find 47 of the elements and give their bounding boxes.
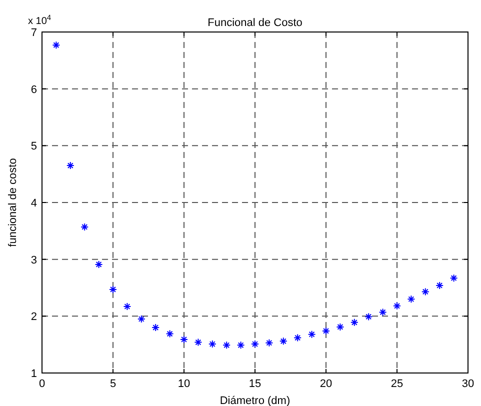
y-tick-label: 3 bbox=[30, 254, 37, 266]
point bbox=[137, 315, 146, 324]
y-tick-label: 7 bbox=[30, 27, 37, 39]
x-tick-label: 0 bbox=[38, 378, 46, 390]
y-axis-title: funcional de costo bbox=[7, 158, 19, 247]
point bbox=[436, 281, 444, 290]
point bbox=[236, 341, 245, 350]
point bbox=[123, 302, 132, 311]
x-tick-label: 20 bbox=[320, 378, 332, 390]
point bbox=[152, 324, 160, 332]
point bbox=[336, 322, 344, 331]
point bbox=[421, 288, 430, 296]
point bbox=[364, 312, 373, 321]
point bbox=[407, 295, 416, 304]
x-tick-label: 15 bbox=[248, 378, 262, 390]
point bbox=[166, 330, 174, 338]
x-axis-title: Diámetro (dm) bbox=[220, 395, 290, 406]
point bbox=[393, 302, 401, 310]
x-tick-label: 25 bbox=[390, 378, 404, 390]
y-tick-label: 1 bbox=[30, 368, 37, 380]
point bbox=[308, 330, 316, 338]
x-tick-label: 5 bbox=[110, 378, 116, 390]
point bbox=[322, 326, 330, 335]
point bbox=[94, 260, 103, 268]
point bbox=[180, 335, 188, 344]
x-tick-label: 30 bbox=[462, 378, 474, 390]
point bbox=[208, 340, 216, 348]
point bbox=[66, 162, 74, 170]
point bbox=[109, 285, 117, 294]
chart-title: Funcional de Costo bbox=[208, 17, 302, 29]
text: x 10$^{4}$ bbox=[28, 12, 52, 27]
y-tick-label: 4 bbox=[30, 198, 37, 210]
y-tick-label: 5 bbox=[30, 140, 37, 153]
point bbox=[251, 340, 259, 348]
x-tick-label: 10 bbox=[178, 378, 190, 390]
y-tick-label: 2 bbox=[30, 311, 37, 324]
point bbox=[350, 318, 358, 326]
point bbox=[222, 341, 231, 350]
point bbox=[194, 338, 202, 346]
point bbox=[294, 334, 302, 342]
point bbox=[52, 41, 60, 50]
point bbox=[265, 338, 274, 347]
point bbox=[450, 274, 458, 282]
point bbox=[80, 222, 89, 231]
y-tick-label: 6 bbox=[30, 84, 37, 96]
point bbox=[378, 308, 387, 316]
point bbox=[279, 337, 288, 346]
